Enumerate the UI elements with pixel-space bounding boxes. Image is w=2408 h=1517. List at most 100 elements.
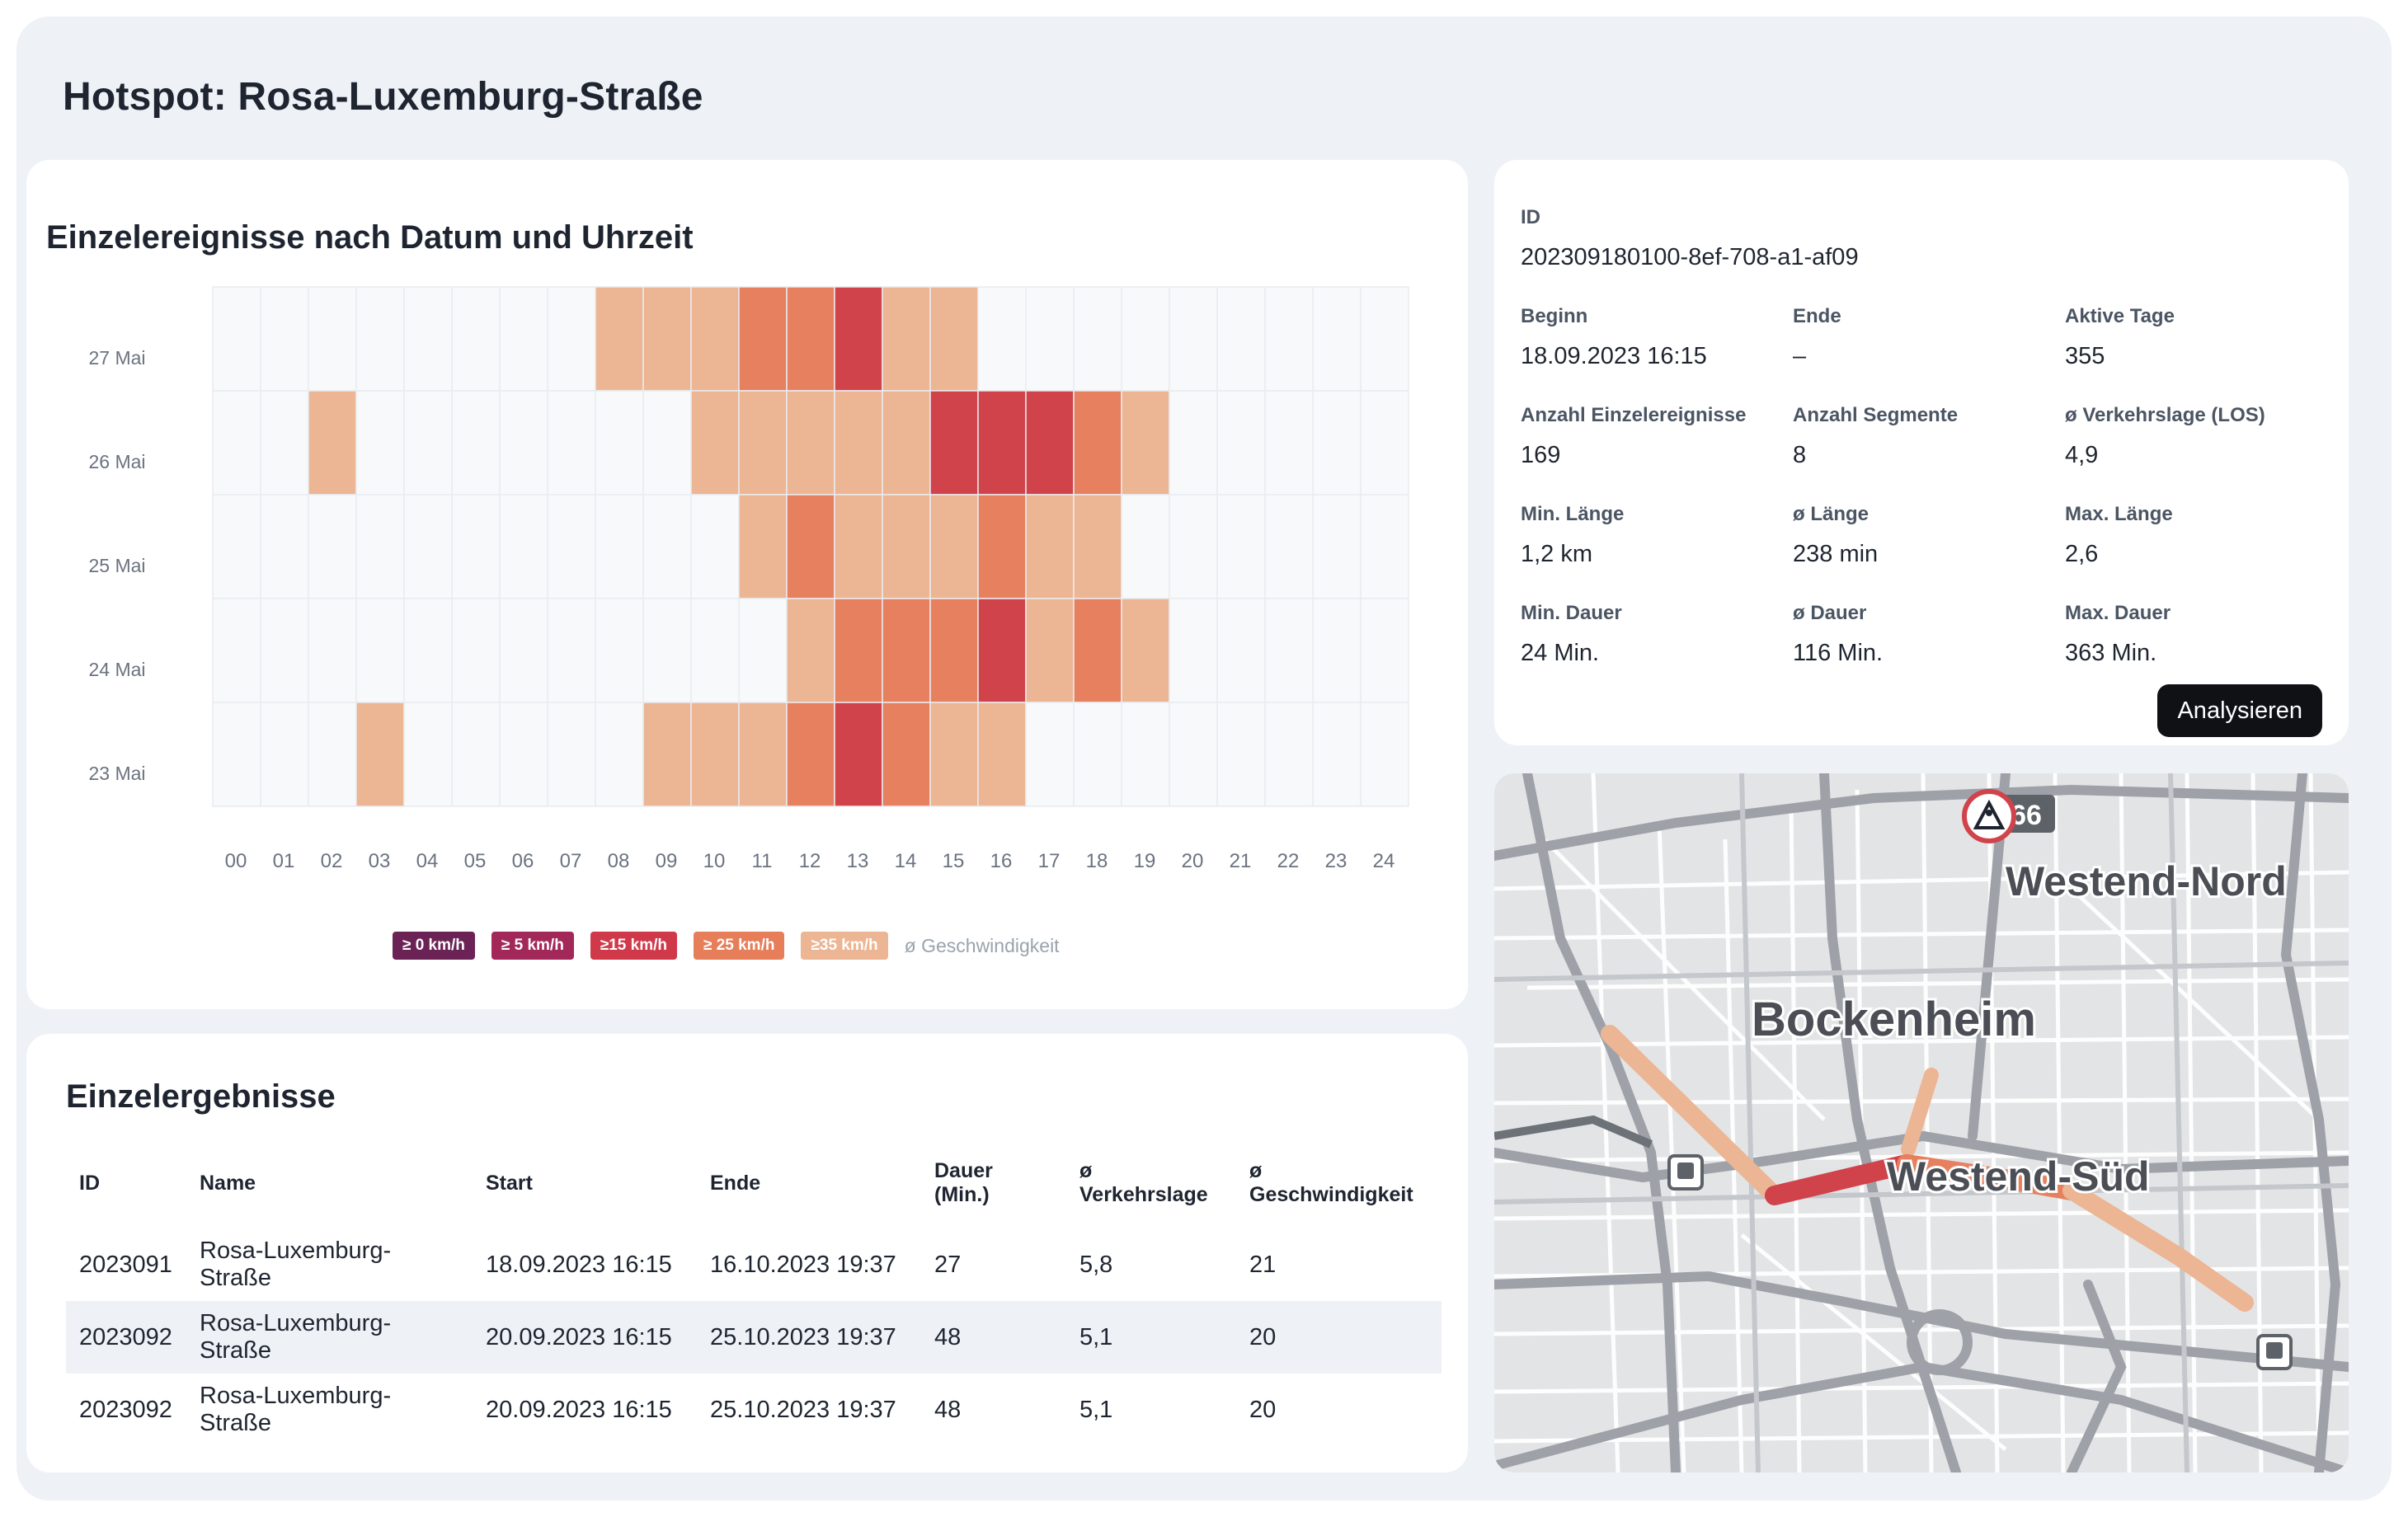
- heatmap-cell[interactable]: [1264, 702, 1314, 807]
- heatmap-cell[interactable]: [1121, 286, 1170, 392]
- heatmap-cell[interactable]: [212, 494, 261, 599]
- heatmap-cell[interactable]: [499, 598, 548, 703]
- heatmap-cell[interactable]: [595, 286, 644, 392]
- heatmap-cell[interactable]: [355, 702, 405, 807]
- heatmap-cell[interactable]: [834, 390, 883, 495]
- heatmap-cell[interactable]: [499, 286, 548, 392]
- heatmap-cell[interactable]: [403, 286, 453, 392]
- heatmap-cell[interactable]: [1216, 702, 1266, 807]
- heatmap-cell[interactable]: [1025, 286, 1075, 392]
- heatmap-cell[interactable]: [595, 390, 644, 495]
- heatmap-cell[interactable]: [1169, 286, 1218, 392]
- heatmap-cell[interactable]: [882, 494, 931, 599]
- heatmap-cell[interactable]: [1025, 702, 1075, 807]
- table-row[interactable]: 2023092 Rosa-Luxemburg-Straße 20.09.2023…: [66, 1301, 1442, 1374]
- heatmap-cell[interactable]: [786, 286, 835, 392]
- heatmap-cell[interactable]: [1216, 494, 1266, 599]
- heatmap-cell[interactable]: [451, 702, 501, 807]
- heatmap-cell[interactable]: [834, 702, 883, 807]
- heatmap-cell[interactable]: [595, 598, 644, 703]
- heatmap-cell[interactable]: [403, 494, 453, 599]
- col-header-dauer[interactable]: Dauer (Min.): [934, 1159, 993, 1206]
- heatmap-cell[interactable]: [1264, 494, 1314, 599]
- col-header-geschwindigkeit[interactable]: ø Geschwindigkeit: [1249, 1159, 1413, 1206]
- heatmap-cell[interactable]: [260, 702, 309, 807]
- heatmap-cell[interactable]: [355, 494, 405, 599]
- heatmap-cell[interactable]: [738, 390, 788, 495]
- heatmap-cell[interactable]: [499, 390, 548, 495]
- heatmap-cell[interactable]: [451, 390, 501, 495]
- heatmap-cell[interactable]: [1264, 286, 1314, 392]
- heatmap-cell[interactable]: [1216, 598, 1266, 703]
- heatmap-cell[interactable]: [1025, 494, 1075, 599]
- heatmap-cell[interactable]: [1169, 598, 1218, 703]
- heatmap-cell[interactable]: [882, 286, 931, 392]
- heatmap-cell[interactable]: [308, 494, 357, 599]
- table-row[interactable]: 2023092 Rosa-Luxemburg-Straße 20.09.2023…: [66, 1374, 1442, 1446]
- heatmap-cell[interactable]: [1216, 390, 1266, 495]
- bus-stop-icon[interactable]: [1667, 1154, 1704, 1191]
- heatmap-cell[interactable]: [690, 390, 740, 495]
- analyse-button[interactable]: Analysieren: [2157, 684, 2322, 737]
- heatmap-cell[interactable]: [260, 286, 309, 392]
- col-header-id[interactable]: ID: [79, 1171, 100, 1195]
- heatmap-cell[interactable]: [738, 702, 788, 807]
- col-header-verkehrslage[interactable]: ø Verkehrslage: [1079, 1159, 1208, 1206]
- bus-stop-icon[interactable]: [2256, 1334, 2293, 1370]
- heatmap-cell[interactable]: [260, 390, 309, 495]
- heatmap-cell[interactable]: [595, 494, 644, 599]
- heatmap-cell[interactable]: [786, 494, 835, 599]
- heatmap-cell[interactable]: [547, 494, 596, 599]
- heatmap-cell[interactable]: [834, 598, 883, 703]
- heatmap-cell[interactable]: [1073, 494, 1122, 599]
- heatmap-cell[interactable]: [308, 286, 357, 392]
- table-row[interactable]: 2023091 Rosa-Luxemburg-Straße 18.09.2023…: [66, 1228, 1442, 1301]
- heatmap-cell[interactable]: [929, 390, 979, 495]
- heatmap-cell[interactable]: [1169, 390, 1218, 495]
- heatmap-cell[interactable]: [547, 598, 596, 703]
- heatmap-cell[interactable]: [1169, 702, 1218, 807]
- col-header-name[interactable]: Name: [200, 1171, 256, 1195]
- heatmap-cell[interactable]: [260, 494, 309, 599]
- heatmap-cell[interactable]: [1073, 702, 1122, 807]
- heatmap-cell[interactable]: [786, 390, 835, 495]
- heatmap-cell[interactable]: [977, 286, 1027, 392]
- heatmap-cell[interactable]: [212, 286, 261, 392]
- heatmap-cell[interactable]: [929, 598, 979, 703]
- heatmap-cell[interactable]: [642, 702, 692, 807]
- heatmap-cell[interactable]: [1121, 390, 1170, 495]
- heatmap-cell[interactable]: [1121, 598, 1170, 703]
- heatmap-cell[interactable]: [403, 598, 453, 703]
- roadwork-icon[interactable]: [1962, 789, 2016, 843]
- heatmap-cell[interactable]: [451, 494, 501, 599]
- heatmap-cell[interactable]: [547, 286, 596, 392]
- heatmap-cell[interactable]: [355, 390, 405, 495]
- heatmap-cell[interactable]: [451, 598, 501, 703]
- heatmap-cell[interactable]: [1264, 598, 1314, 703]
- heatmap-cell[interactable]: [547, 702, 596, 807]
- heatmap-cell[interactable]: [882, 702, 931, 807]
- heatmap-cell[interactable]: [1121, 494, 1170, 599]
- heatmap-cell[interactable]: [690, 286, 740, 392]
- heatmap-cell[interactable]: [834, 494, 883, 599]
- heatmap-cell[interactable]: [882, 598, 931, 703]
- heatmap-cell[interactable]: [977, 702, 1027, 807]
- heatmap-cell[interactable]: [642, 390, 692, 495]
- heatmap-cell[interactable]: [1312, 702, 1362, 807]
- heatmap-cell[interactable]: [738, 598, 788, 703]
- heatmap-cell[interactable]: [1360, 286, 1409, 392]
- heatmap-cell[interactable]: [212, 598, 261, 703]
- heatmap-cell[interactable]: [547, 390, 596, 495]
- heatmap-cell[interactable]: [451, 286, 501, 392]
- heatmap-cell[interactable]: [786, 702, 835, 807]
- heatmap-cell[interactable]: [355, 598, 405, 703]
- heatmap-cell[interactable]: [1264, 390, 1314, 495]
- heatmap-cell[interactable]: [1216, 286, 1266, 392]
- heatmap-cell[interactable]: [786, 598, 835, 703]
- heatmap-cell[interactable]: [1121, 702, 1170, 807]
- heatmap-cell[interactable]: [403, 390, 453, 495]
- heatmap-cell[interactable]: [308, 390, 357, 495]
- heatmap-cell[interactable]: [642, 494, 692, 599]
- heatmap-cell[interactable]: [1312, 390, 1362, 495]
- heatmap-cell[interactable]: [929, 702, 979, 807]
